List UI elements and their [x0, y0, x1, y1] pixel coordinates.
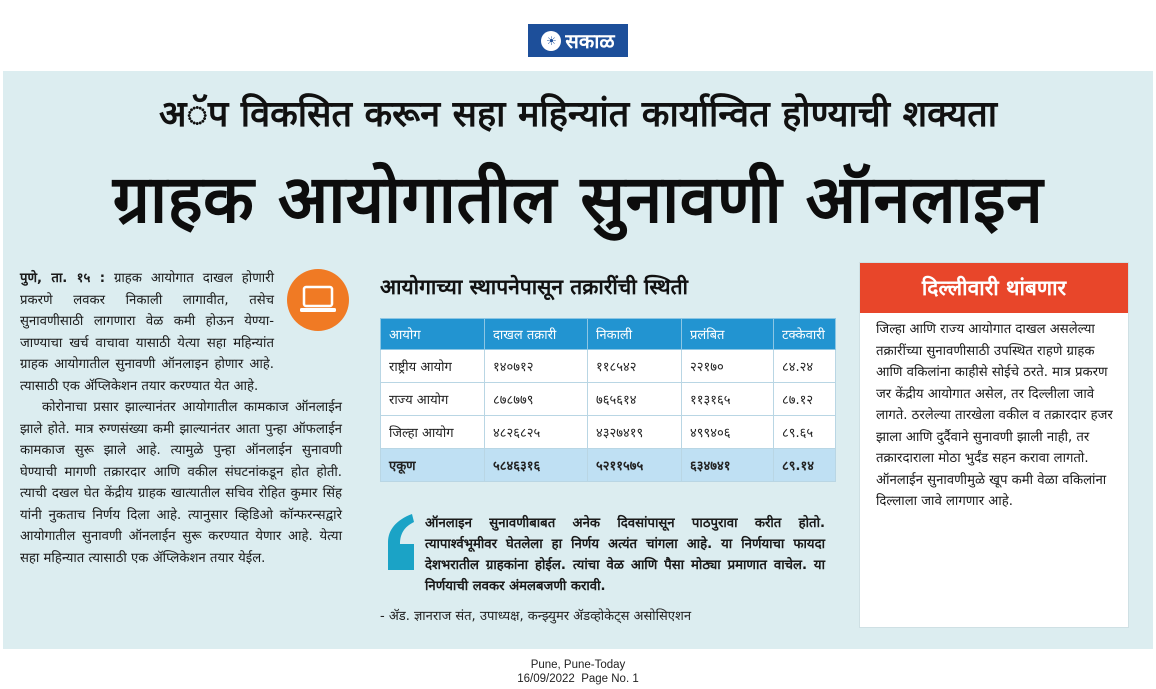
table-total-row: एकूण ५८४६३१६ ५२११५७५ ६३४७४१ ८९.१४ [380, 448, 836, 482]
footer-edition: Pune, Pune-Today [530, 659, 626, 671]
logo-text: सकाळ [565, 29, 615, 53]
column-header: दाखल तक्रारी [484, 318, 588, 350]
article-lead-text: ग्राहक आयोगात दाखल होणारी प्रकरणे लवकर न… [20, 271, 274, 394]
newspaper-logo: ☀ सकाळ [528, 24, 628, 57]
table-cell: एकूण [380, 448, 485, 482]
footer-date-page: 16/09/2022 Page No. 1 [517, 673, 639, 685]
table-cell: राष्ट्रीय आयोग [380, 349, 485, 383]
laptop-icon [287, 269, 349, 331]
article-subheadline: अॅप विकसित करून सहा महिन्यांत कार्यान्वि… [158, 94, 998, 135]
table-cell: ८४.२४ [773, 349, 836, 383]
table-cell: ६३४७४१ [681, 448, 774, 482]
sidebar-title: दिल्लीवारी थांबणार [860, 263, 1128, 313]
table-header-row: आयोग दाखल तक्रारी निकाली प्रलंबित टक्केव… [380, 318, 836, 350]
table-cell: ८९.६५ [773, 415, 836, 449]
table-title: आयोगाच्या स्थापनेपासून तक्रारींची स्थिती [380, 275, 688, 299]
article-paragraph: कोरोनाचा प्रसार झाल्यानंतर आयोगातील कामक… [20, 400, 342, 566]
table-cell: ११८५४२ [587, 349, 682, 383]
table-cell: ७६५६१४ [587, 382, 682, 416]
column-header: टक्केवारी [773, 318, 836, 350]
table-cell: ५८४६३१६ [484, 448, 588, 482]
article-headline: ग्राहक आयोगातील सुनावणी ऑनलाइन [112, 161, 1044, 238]
complaints-status-table: आयोग दाखल तक्रारी निकाली प्रलंबित टक्केव… [380, 318, 836, 482]
table-cell: ४३२७४१९ [587, 415, 682, 449]
table-cell: १४०७१२ [484, 349, 588, 383]
quote-attribution: - ॲड. ज्ञानराज संत, उपाध्यक्ष, कन्झ्युमर… [380, 609, 692, 624]
table-cell: २२१७० [681, 349, 774, 383]
table-cell: ८९.१४ [773, 448, 836, 482]
column-header: आयोग [380, 318, 485, 350]
sidebar-body: जिल्हा आणि राज्य आयोगात दाखल असलेल्या तक… [876, 322, 1113, 509]
quote-mark-icon [382, 512, 416, 576]
table-cell: ८७८७७९ [484, 382, 588, 416]
table-row: राष्ट्रीय आयोग १४०७१२ ११८५४२ २२१७० ८४.२४ [380, 349, 836, 383]
table-cell: जिल्हा आयोग [380, 415, 485, 449]
page-footer: Pune, Pune-Today 16/09/2022 Page No. 1 [0, 658, 1156, 686]
column-header: प्रलंबित [681, 318, 774, 350]
article-dateline: पुणे, ता. १५ : [20, 271, 105, 286]
table-cell: ४९९४०६ [681, 415, 774, 449]
table-cell: ४८२६८२५ [484, 415, 588, 449]
table-row: राज्य आयोग ८७८७७९ ७६५६१४ ११३१६५ ८७.१२ [380, 382, 836, 416]
table-cell: ५२११५७५ [587, 448, 682, 482]
column-header: निकाली [587, 318, 682, 350]
article-lead-paragraph: पुणे, ता. १५ : ग्राहक आयोगात दाखल होणारी… [20, 268, 342, 397]
table-cell: ११३१६५ [681, 382, 774, 416]
table-row: जिल्हा आयोग ४८२६८२५ ४३२७४१९ ४९९४०६ ८९.६५ [380, 415, 836, 449]
table-cell: ८७.१२ [773, 382, 836, 416]
sun-emblem-icon: ☀ [541, 30, 562, 51]
sidebar-box: दिल्लीवारी थांबणार जिल्हा आणि राज्य आयोग… [859, 262, 1129, 628]
quote-text: ऑनलाइन सुनावणीबाबत अनेक दिवसांपासून पाठप… [425, 516, 825, 594]
table-cell: राज्य आयोग [380, 382, 485, 416]
article-body: पुणे, ता. १५ : ग्राहक आयोगात दाखल होणारी… [20, 268, 342, 569]
